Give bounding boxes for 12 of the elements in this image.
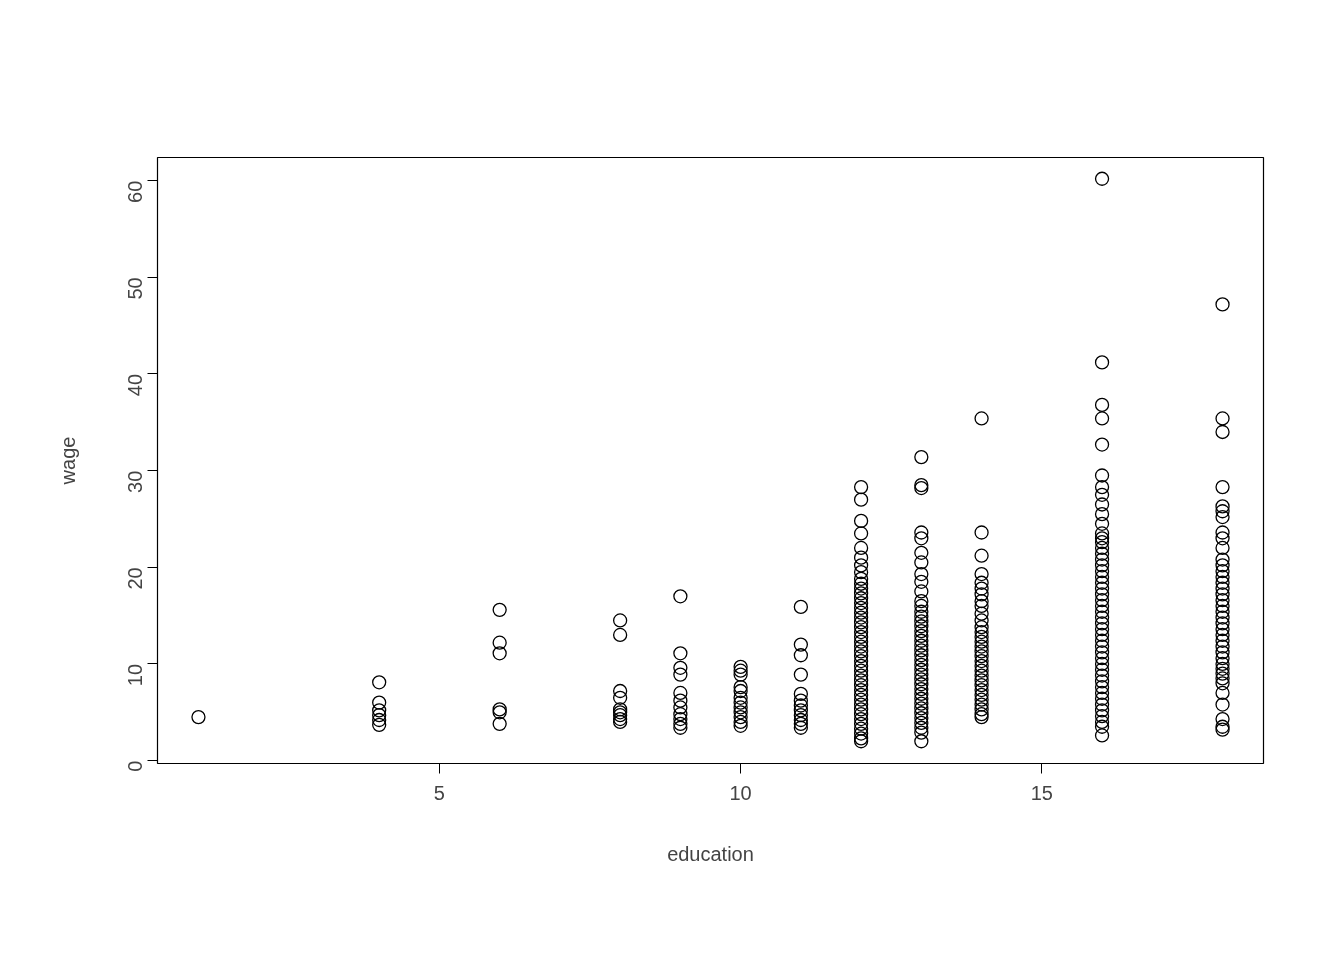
y-tick-label: 60 [124,180,147,203]
x-axis-title: education [667,842,754,865]
y-tick-label: 30 [124,470,147,493]
y-tick-label: 40 [124,373,147,397]
x-tick-label: 10 [729,781,752,804]
x-tick-label: 5 [433,781,445,804]
y-tick-label: 10 [124,663,147,687]
x-tick-label: 15 [1030,781,1053,804]
y-tick-label: 20 [124,567,147,590]
y-axis-title: wage [56,436,79,486]
y-tick-label: 0 [124,760,147,772]
y-tick-label: 50 [124,277,147,300]
